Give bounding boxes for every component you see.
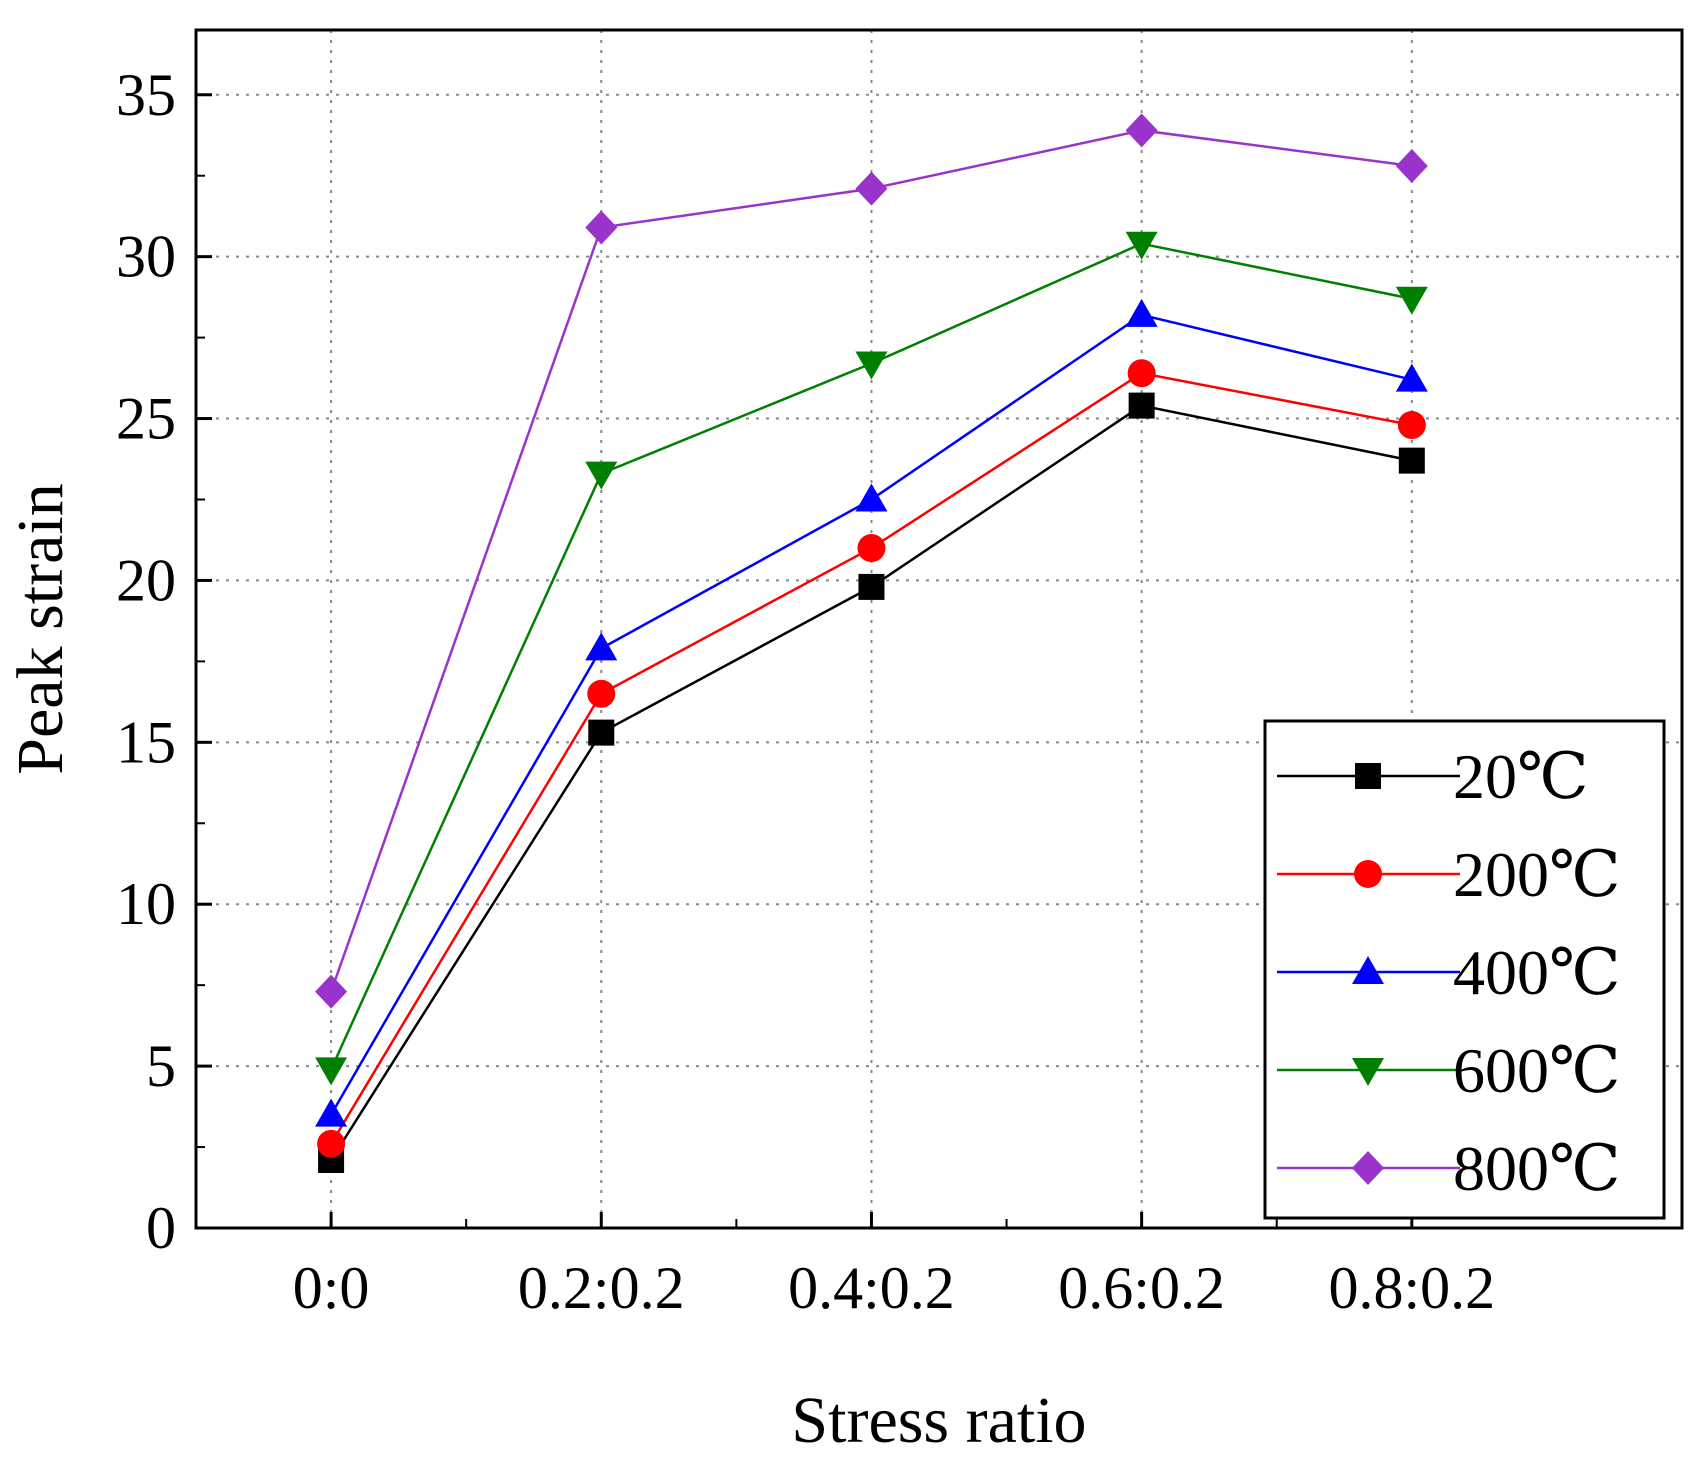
data-point bbox=[1125, 298, 1158, 327]
data-point bbox=[858, 573, 885, 600]
data-point bbox=[315, 1098, 348, 1127]
legend-label: 800℃ bbox=[1453, 1133, 1621, 1204]
y-tick-label: 15 bbox=[116, 709, 176, 775]
legend-marker bbox=[1354, 860, 1382, 888]
legend-marker bbox=[1352, 1151, 1384, 1185]
data-point bbox=[855, 483, 888, 512]
data-point bbox=[855, 351, 888, 380]
legend-marker bbox=[1352, 956, 1384, 984]
data-point bbox=[585, 461, 618, 490]
data-point bbox=[588, 719, 615, 746]
x-tick-label: 0.4:0.2 bbox=[788, 1255, 955, 1321]
data-point bbox=[1395, 363, 1428, 392]
y-tick-label: 25 bbox=[116, 386, 176, 452]
y-tick-label: 35 bbox=[116, 62, 176, 128]
y-tick-label: 20 bbox=[116, 547, 176, 613]
legend-marker bbox=[1355, 763, 1381, 789]
x-tick-label: 0:0 bbox=[293, 1255, 370, 1321]
legend-marker bbox=[1352, 1058, 1384, 1086]
y-tick-label: 10 bbox=[116, 871, 176, 937]
data-point bbox=[1125, 231, 1158, 260]
series-600c bbox=[315, 231, 1428, 1086]
x-axis-title: Stress ratio bbox=[791, 1384, 1086, 1457]
y-tick-label: 30 bbox=[116, 224, 176, 290]
y-axis-title: Peak strain bbox=[4, 483, 77, 774]
series-400c bbox=[315, 298, 1428, 1127]
data-point bbox=[317, 1129, 346, 1158]
data-point bbox=[1395, 286, 1428, 315]
grid-lines bbox=[196, 30, 1682, 1228]
data-point bbox=[1397, 411, 1426, 440]
x-tick-label: 0.2:0.2 bbox=[518, 1255, 685, 1321]
axis-labels: 0 5 10 15 20 25 30 35 0:0 0.2:0.2 0.4:0.2 0.6:0.2 0.… bbox=[116, 62, 1495, 1321]
y-tick-label: 0 bbox=[146, 1195, 176, 1261]
plot-frame bbox=[194, 28, 1684, 1230]
series-200c bbox=[317, 359, 1426, 1158]
data-point bbox=[585, 210, 618, 245]
legend-label: 20℃ bbox=[1453, 741, 1589, 812]
legend-item-800c: 800℃ bbox=[1277, 1133, 1621, 1204]
data-point bbox=[1398, 447, 1425, 474]
y-tick-label: 5 bbox=[146, 1033, 176, 1099]
data-point bbox=[1127, 359, 1156, 388]
legend-item-600c: 600℃ bbox=[1277, 1035, 1621, 1106]
data-point bbox=[585, 632, 618, 661]
data-point bbox=[857, 534, 886, 563]
data-point bbox=[315, 974, 348, 1009]
data-point bbox=[1125, 113, 1158, 148]
data-point bbox=[1128, 392, 1155, 419]
data-point bbox=[855, 171, 888, 206]
series-group bbox=[315, 113, 1428, 1174]
legend-item-400c: 400℃ bbox=[1277, 937, 1621, 1008]
axis-ticks bbox=[196, 93, 1414, 1230]
x-tick-label: 0.6:0.2 bbox=[1058, 1255, 1225, 1321]
legend-label: 400℃ bbox=[1453, 937, 1621, 1008]
legend-box bbox=[1263, 719, 1666, 1220]
legend-item-20c: 20℃ bbox=[1277, 741, 1589, 812]
legend-label: 600℃ bbox=[1453, 1035, 1621, 1106]
data-point bbox=[1395, 148, 1428, 183]
data-point bbox=[315, 1057, 348, 1086]
x-tick-label: 0.8:0.2 bbox=[1328, 1255, 1495, 1321]
legend: 20℃ 200℃ 400℃ 600℃ 800℃ bbox=[1263, 719, 1666, 1220]
legend-label: 200℃ bbox=[1453, 839, 1621, 910]
data-point bbox=[587, 679, 616, 708]
series-800c bbox=[315, 113, 1428, 1009]
legend-item-200c: 200℃ bbox=[1277, 839, 1621, 910]
